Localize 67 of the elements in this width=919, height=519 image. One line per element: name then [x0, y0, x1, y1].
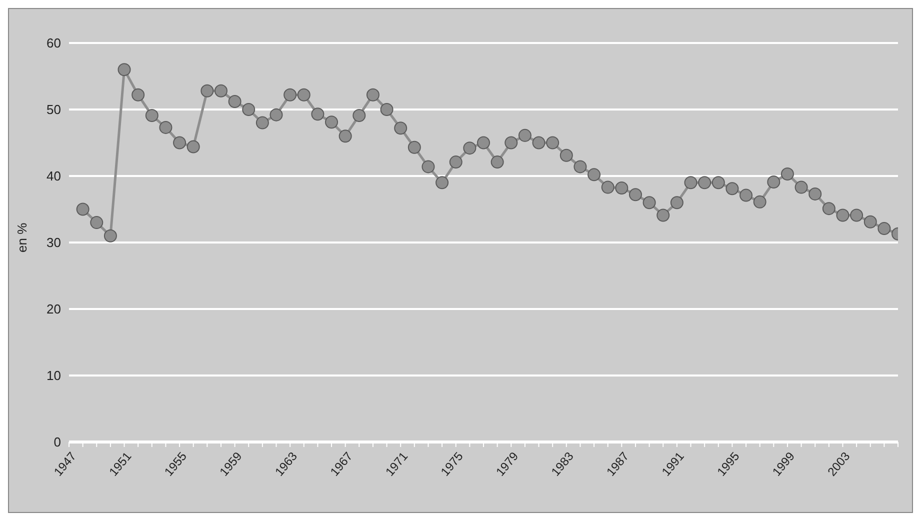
- y-tick-label: 50: [46, 102, 61, 118]
- point: [574, 160, 587, 174]
- point: [394, 122, 408, 135]
- point: [436, 176, 449, 190]
- point: [366, 88, 380, 102]
- point: [836, 208, 850, 222]
- point: [118, 63, 131, 76]
- point: [270, 108, 283, 122]
- point: [794, 180, 808, 194]
- point: [642, 196, 656, 210]
- point: [200, 84, 214, 98]
- point: [297, 88, 310, 102]
- point: [726, 182, 739, 196]
- point: [186, 140, 200, 154]
- point: [767, 175, 780, 188]
- point: [822, 202, 836, 216]
- point: [76, 202, 90, 216]
- y-tick-label: 10: [46, 368, 61, 384]
- point: [256, 116, 269, 130]
- point: [449, 156, 462, 169]
- point: [588, 168, 601, 182]
- point: [214, 84, 228, 98]
- point: [408, 140, 421, 154]
- point: [656, 208, 670, 222]
- point: [490, 156, 504, 169]
- point: [132, 88, 145, 102]
- y-tick-label: 20: [46, 302, 61, 317]
- point: [601, 180, 614, 194]
- point: [532, 136, 546, 150]
- point: [284, 88, 297, 102]
- point: [670, 196, 684, 210]
- point: [380, 103, 394, 116]
- point: [228, 95, 242, 108]
- point: [463, 142, 476, 155]
- point: [325, 116, 338, 129]
- point: [504, 136, 518, 150]
- point: [477, 136, 490, 150]
- point: [878, 222, 891, 236]
- point: [518, 128, 532, 142]
- point: [104, 229, 117, 242]
- point: [753, 195, 766, 208]
- point: [712, 176, 725, 190]
- point: [242, 103, 256, 116]
- point: [145, 108, 158, 122]
- y-tick-label: 60: [46, 36, 61, 51]
- point: [780, 168, 794, 181]
- point: [850, 208, 864, 222]
- point: [311, 108, 324, 121]
- y-axis-title: en %: [14, 222, 30, 252]
- point: [422, 160, 435, 174]
- point: [740, 188, 753, 202]
- point: [698, 176, 712, 190]
- point: [808, 187, 822, 200]
- point: [352, 108, 366, 122]
- point: [173, 136, 186, 150]
- point: [338, 130, 352, 143]
- y-tick-label: 0: [54, 434, 61, 450]
- y-tick-label: 30: [46, 235, 61, 250]
- point: [159, 120, 172, 134]
- point: [615, 181, 628, 194]
- point: [684, 176, 698, 190]
- point: [628, 188, 642, 202]
- y-tick-label: 40: [46, 168, 61, 184]
- point: [546, 136, 560, 150]
- point: [560, 148, 573, 162]
- point: [864, 215, 877, 228]
- point: [90, 216, 104, 230]
